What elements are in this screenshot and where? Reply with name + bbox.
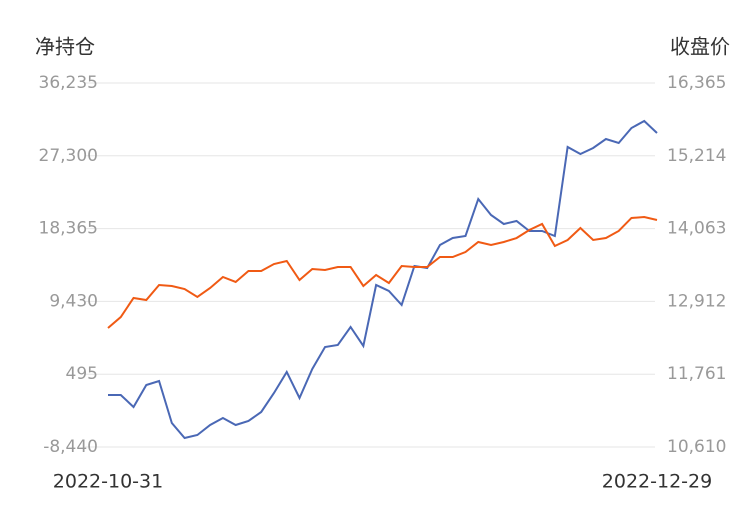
y2-tick-label: 14,063 — [667, 219, 726, 239]
y2-tick-label: 11,761 — [667, 364, 726, 384]
y-tick-label: 36,235 — [39, 73, 98, 93]
y-tick-label: -8,440 — [43, 437, 98, 457]
y2-tick-label: 16,365 — [667, 73, 726, 93]
y-tick-label: 18,365 — [39, 219, 98, 239]
y-tick-label: 495 — [66, 364, 98, 384]
y2-tick-label: 15,214 — [667, 146, 726, 166]
y2-tick-label: 10,610 — [667, 437, 726, 457]
y2-axis-title: 收盘价 — [670, 35, 730, 59]
y-axis-title: 净持仓 — [35, 35, 95, 59]
series-line — [107, 216, 658, 329]
x-tick-label: 2022-12-29 — [602, 471, 712, 493]
x-tick-label: 2022-10-31 — [53, 471, 163, 493]
y2-tick-label: 12,912 — [667, 291, 726, 311]
series-line — [108, 119, 658, 440]
y-tick-label: 9,430 — [49, 291, 98, 311]
y-tick-label: 27,300 — [39, 146, 98, 166]
